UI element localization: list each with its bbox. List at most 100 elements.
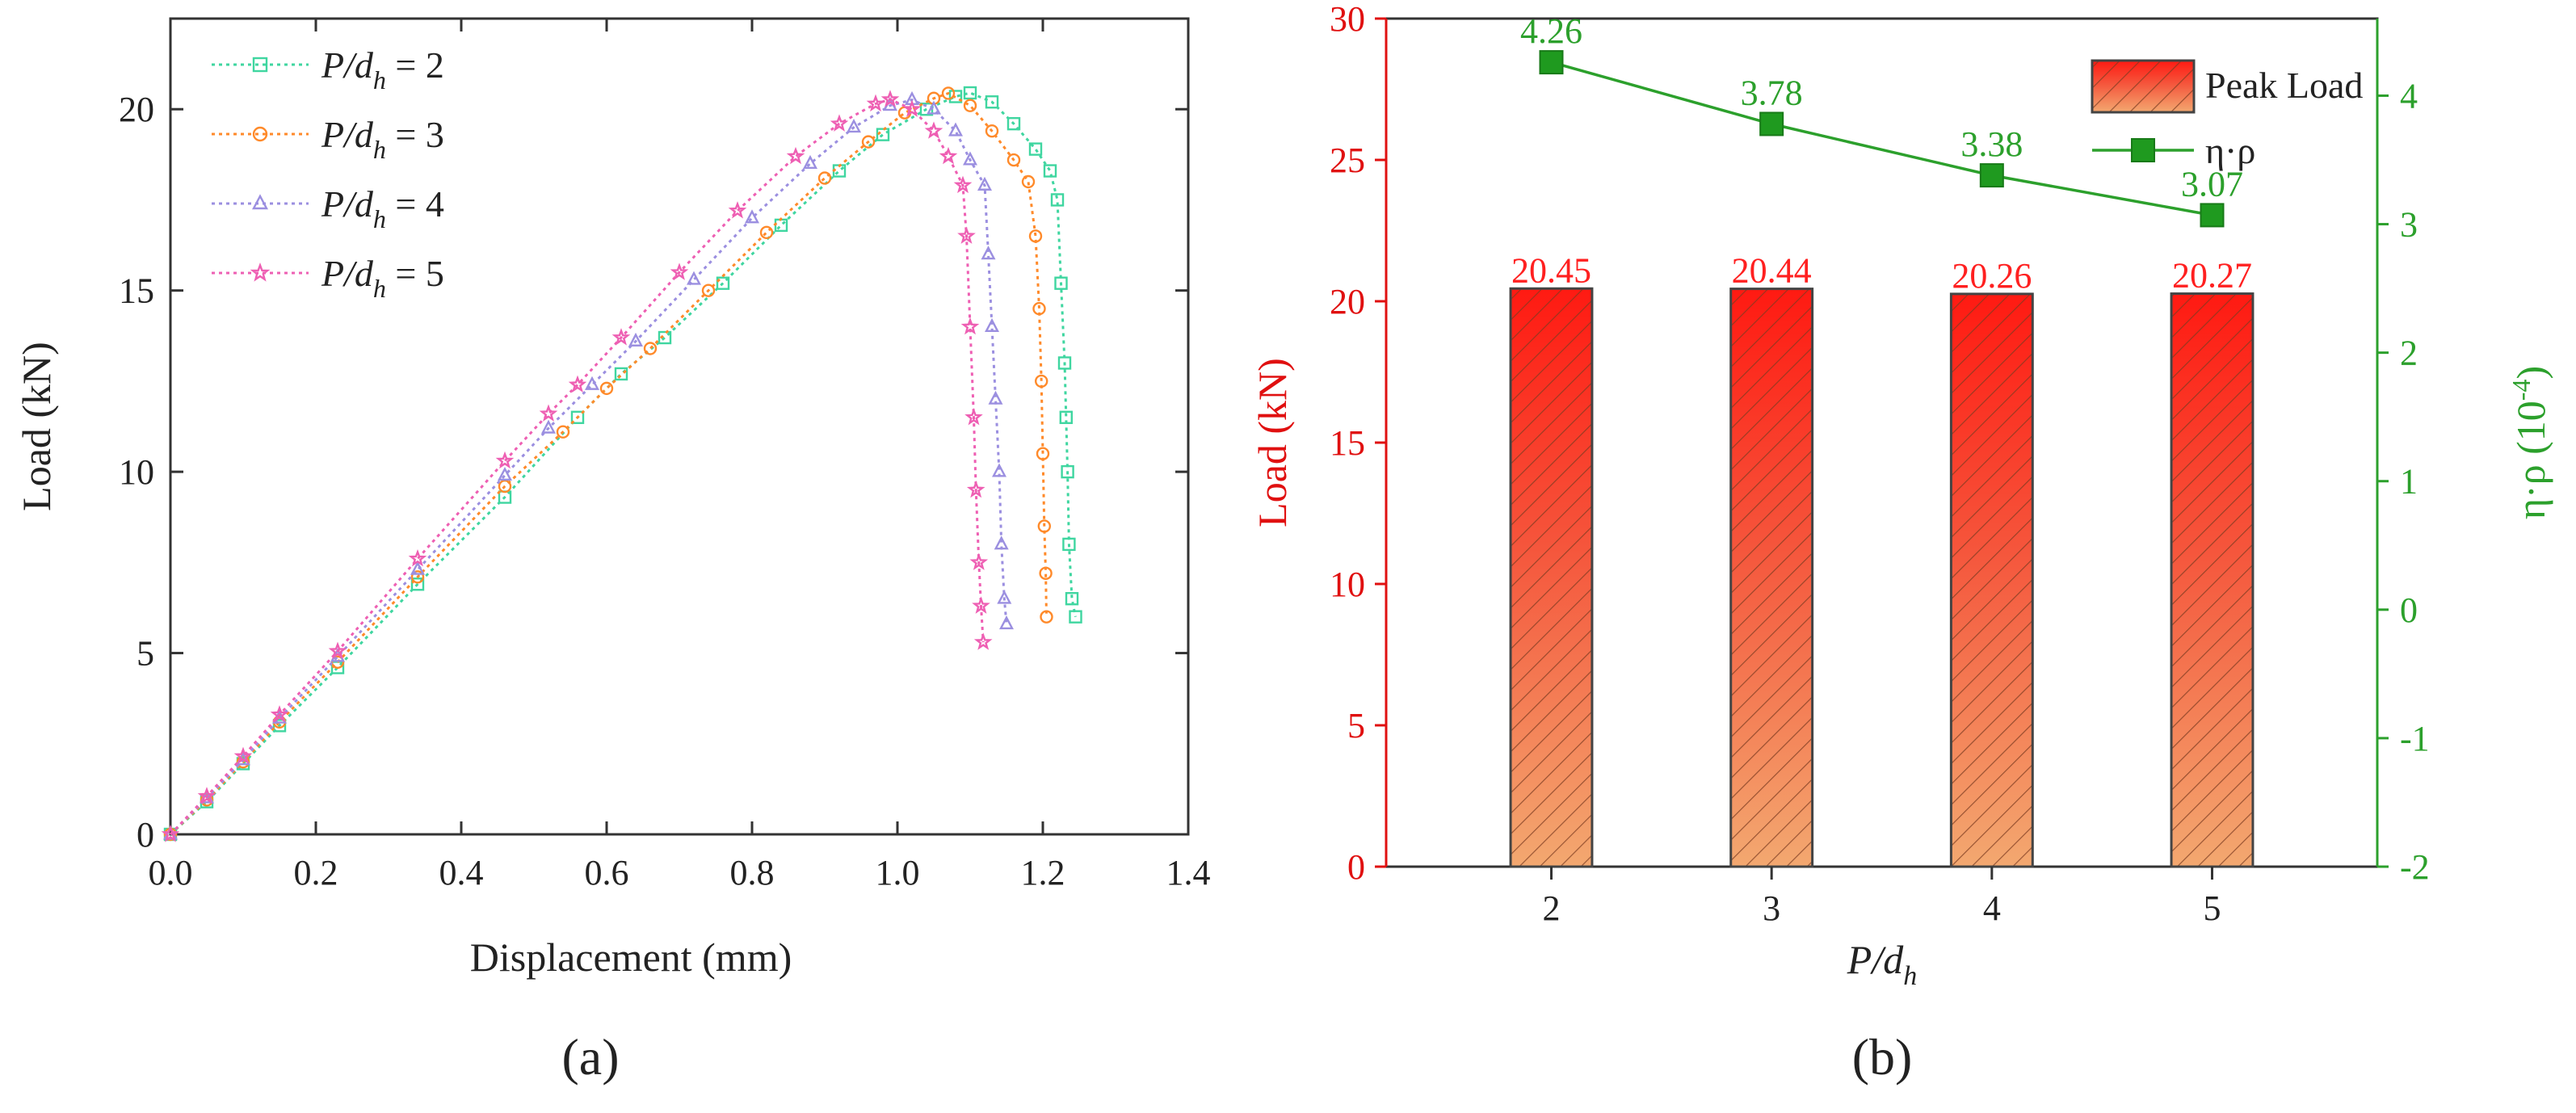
chart-a-xtick-label: 0.8	[730, 853, 775, 892]
chart-a-data-point	[1040, 610, 1053, 624]
chart-a-data-point	[539, 404, 558, 422]
chart-a-legend-value: = 3	[386, 114, 444, 155]
chart-a-data-point	[541, 419, 556, 434]
chart-a-legend-sub: h	[373, 204, 386, 233]
chart-b-y2tick-label: 4	[2400, 76, 2418, 116]
chart-b-ytick-label: 25	[1330, 141, 1365, 180]
chart-a-data-point	[964, 408, 983, 426]
chart-a-legend: P/dh = 2P/dh = 3P/dh = 4P/dh = 5	[212, 44, 444, 303]
chart-a-data-point	[985, 95, 999, 109]
chart-b-ytick-label: 0	[1347, 847, 1365, 887]
chart-b-bars-group: 20.45 20.44 20.26 20.27	[1509, 250, 2255, 868]
chart-a-data-point	[957, 226, 976, 244]
chart-a-data-point	[495, 451, 515, 469]
chart-a-data-point	[1054, 276, 1068, 290]
chart-a-legend-value: = 5	[386, 253, 444, 294]
chart-a-ytick-label: 15	[119, 271, 154, 311]
chart-a-ylabel: Load (kN)	[14, 342, 59, 511]
chart-a-series-line	[169, 99, 1008, 836]
chart-a-legend-label: P/dh = 4	[321, 183, 444, 233]
chart-a-data-point	[847, 119, 861, 133]
chart-a-series-line	[169, 91, 1048, 836]
chart-a-data-point	[972, 596, 990, 614]
chart-a-data-point	[985, 317, 999, 333]
chart-a-data-point	[1062, 537, 1076, 552]
chart-a-data-point	[969, 552, 989, 570]
chart-a-series-3	[163, 86, 1053, 842]
chart-a-series-line	[169, 91, 1077, 836]
chart-a-xtick-label: 0.0	[149, 853, 193, 892]
chart-a-xtick-label: 1.4	[1166, 853, 1211, 892]
chart-a-data-point	[498, 479, 512, 494]
chart-a-data-point	[611, 328, 631, 346]
chart-a-data-point	[556, 425, 570, 439]
chart-a-data-point	[410, 578, 425, 591]
chart-b-bar-4: 20.26	[1949, 256, 2034, 868]
chart-a-data-point	[963, 86, 977, 100]
chart-a-legend-sub: h	[373, 65, 386, 94]
chart-a-data-point	[1006, 116, 1021, 131]
chart-a-data-point	[670, 262, 689, 280]
chart-a-ytick-label: 20	[119, 90, 154, 129]
chart-b-xtick-label: 5	[2204, 888, 2221, 928]
chart-b-bar-3: 20.44	[1729, 251, 1814, 868]
chart-a-data-point	[568, 375, 587, 393]
chart-a-series-5	[161, 90, 993, 842]
chart-a-xtick-label: 0.2	[294, 853, 338, 892]
chart-b-line-value-label: 4.26	[1520, 11, 1582, 51]
chart-b-bar-5: 20.27	[2170, 256, 2255, 868]
chart-b-line-series	[1551, 61, 2213, 217]
chart-b-ytick-label: 5	[1347, 706, 1365, 746]
chart-b-xtick-label: 2	[1543, 888, 1561, 928]
chart-a-legend-value: = 4	[386, 183, 444, 225]
chart-b-y2tick-label: -1	[2400, 719, 2430, 758]
chart-a-data-point	[861, 135, 876, 149]
chart-b-y2tick-label: -2	[2400, 847, 2430, 887]
chart-a-data-point	[200, 793, 214, 807]
chart-a-data-point	[817, 171, 832, 185]
chart-a-data-point	[977, 176, 992, 191]
chart-a-data-point	[498, 466, 512, 481]
chart-a-legend-value: = 2	[386, 44, 444, 86]
chart-a-data-point	[161, 825, 180, 842]
chart-b-bar-hatch	[2170, 292, 2255, 868]
chart-b-legend-label: η·ρ	[2205, 130, 2255, 171]
chart-a-data-point	[1032, 301, 1046, 316]
chart-b-xtick-label: 3	[1763, 888, 1780, 928]
chart-b-axes: 2 3 4 5 0 5 10 15 20 25 30 -2 -1 0 1 2 3 4	[1330, 0, 2430, 928]
chart-a-series-line	[169, 98, 985, 836]
chart-b: 20.45 20.44 20.26 20.27 2 3 4 5051015202530-2-…	[1250, 0, 2553, 1086]
chart-a-data-point	[701, 284, 716, 297]
chart-a-data-point	[745, 209, 759, 224]
chart-a-xlabel: Displacement (mm)	[470, 934, 792, 980]
panel-a-label: (a)	[561, 1028, 619, 1086]
chart-b-bar-value-label: 20.27	[2172, 256, 2252, 296]
chart-a-legend-label: P/dh = 3	[321, 114, 444, 164]
chart-b-bar-value-label: 20.45	[1511, 250, 1591, 290]
chart-a-data-point	[1021, 174, 1036, 189]
chart-b-y2tick-label: 2	[2400, 334, 2418, 373]
chart-b-ylabel: Load (kN)	[1250, 358, 1295, 527]
chart-a-data-point	[866, 94, 885, 112]
chart-a-data-point	[1043, 164, 1057, 178]
chart-b-bar-hatch	[1509, 287, 1594, 868]
chart-a-data-point	[960, 317, 980, 335]
chart-a-data-point	[233, 746, 253, 765]
chart-a-data-point	[1059, 410, 1074, 424]
chart-a-data-point	[410, 570, 425, 584]
chart-a-xtick-label: 0.6	[585, 853, 629, 892]
chart-a-legend-sub: h	[373, 135, 386, 164]
chart-a-legend-var: P/d	[321, 253, 374, 294]
chart-b-ytick-label: 15	[1330, 423, 1365, 463]
chart-a-data-point	[880, 90, 900, 107]
chart-a-data-point	[1065, 592, 1079, 606]
chart-b-y2label-end: )	[2508, 366, 2553, 380]
chart-a-xtick-label: 0.4	[439, 853, 484, 892]
chart-a-data-point	[643, 342, 658, 355]
chart-a-data-point	[163, 825, 178, 840]
chart-b-bar-hatch	[1949, 292, 2034, 868]
chart-b-legend-label: Peak Load	[2205, 65, 2363, 106]
chart-a-data-point	[992, 463, 1006, 477]
chart-a-data-point	[1034, 374, 1048, 388]
